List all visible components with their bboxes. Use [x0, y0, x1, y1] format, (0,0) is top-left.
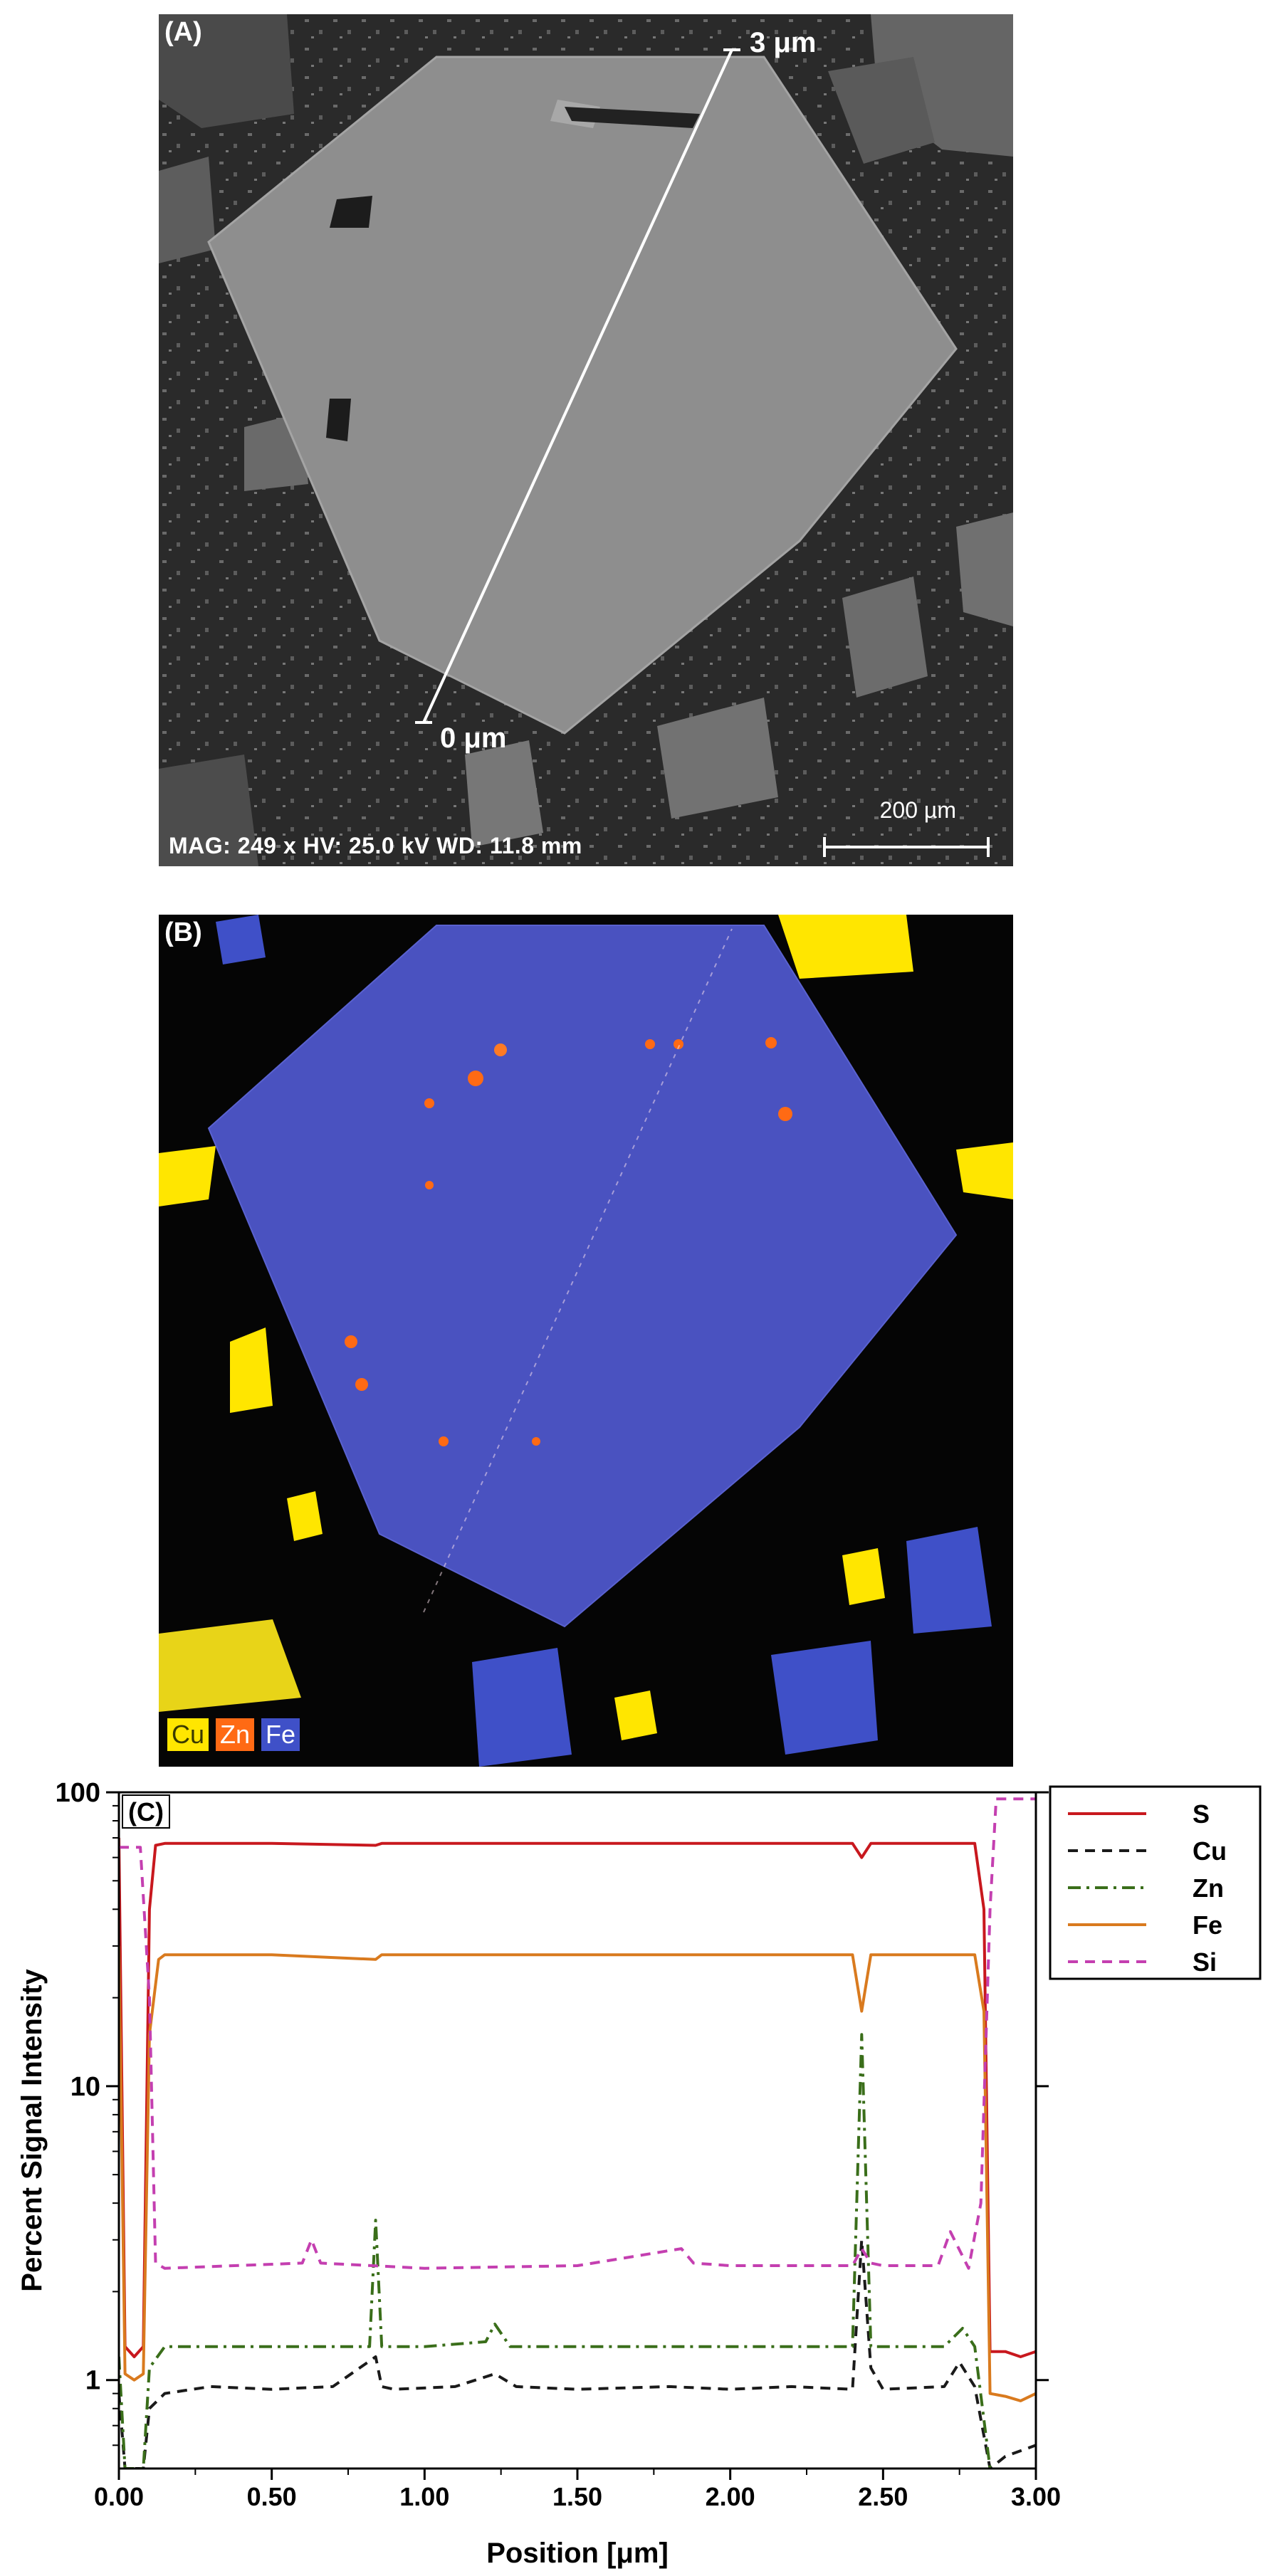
- zn-inclusion: [439, 1436, 449, 1446]
- cu-grain: [159, 1619, 301, 1712]
- x-tick-label: 0.50: [247, 2482, 297, 2511]
- fe-grain: [216, 915, 266, 964]
- zn-inclusion: [532, 1437, 540, 1446]
- hexagonal-crystal: [207, 56, 958, 735]
- legend-zn: Zn: [216, 1718, 255, 1751]
- cu-grain: [956, 1142, 1013, 1199]
- eds-map-panel: (B) Cu Zn Fe: [159, 915, 1013, 1767]
- pore: [330, 196, 372, 228]
- cu-grain: [159, 1146, 216, 1206]
- x-tick-label: 2.00: [706, 2482, 755, 2511]
- series-line-si: [119, 1797, 1036, 2270]
- x-tick-label: 3.00: [1011, 2482, 1061, 2511]
- cu-grain: [842, 1548, 885, 1605]
- fragment: [159, 14, 294, 128]
- legend-label-cu: Cu: [1193, 1836, 1227, 1866]
- y-tick-label: 100: [56, 1779, 100, 1808]
- y-tick-label: 10: [70, 2072, 100, 2102]
- series-line-cu: [119, 2238, 1036, 2469]
- cu-grain: [230, 1328, 273, 1413]
- fe-grain: [906, 1527, 992, 1634]
- fragment: [828, 57, 935, 164]
- zn-inclusion: [494, 1043, 507, 1056]
- y-tick-label: 1: [85, 2366, 100, 2396]
- legend-label-zn: Zn: [1193, 1873, 1224, 1903]
- legend-label-fe: Fe: [1193, 1910, 1222, 1940]
- eds-map-drawing: [159, 915, 1013, 1767]
- x-tick-label: 2.50: [858, 2482, 908, 2511]
- zn-inclusion: [674, 1039, 683, 1049]
- panel-c-label-box: [122, 1794, 170, 1829]
- legend-cu: Cu: [167, 1718, 209, 1751]
- panel-b-label: (B): [164, 918, 202, 947]
- cu-grain: [778, 915, 913, 979]
- zn-inclusion: [345, 1335, 357, 1348]
- x-tick-label: 0.00: [94, 2482, 144, 2511]
- plot-frame: [117, 1791, 1037, 2470]
- cu-grain: [614, 1691, 657, 1740]
- zn-inclusion: [355, 1378, 368, 1391]
- x-axis-label: Position [μm]: [486, 2538, 669, 2569]
- legend-frame: [1049, 1785, 1262, 1980]
- y-axis-label: Percent Signal Intensity: [16, 1969, 48, 2292]
- x-tick-label: 1.50: [552, 2482, 602, 2511]
- series-line-fe: [119, 1945, 1036, 2402]
- legend-label-si: Si: [1193, 1947, 1217, 1977]
- legend-fe: Fe: [261, 1718, 300, 1751]
- fe-grain: [771, 1641, 878, 1755]
- line-end-label: 3 μm: [750, 27, 817, 58]
- zn-inclusion: [424, 1098, 434, 1108]
- crack: [565, 107, 700, 128]
- chart-legend: S Cu Zn Fe Si: [1049, 1785, 1262, 1980]
- zn-inclusion: [778, 1107, 792, 1121]
- hexagonal-crystal-fe: [207, 925, 958, 1628]
- zn-inclusion: [765, 1037, 777, 1048]
- fragment: [159, 157, 216, 263]
- series-line-s: [119, 1837, 1036, 2358]
- legend-label-s: S: [1193, 1799, 1210, 1829]
- fragment: [657, 698, 778, 819]
- fragment: [956, 512, 1013, 626]
- zn-inclusion: [425, 1181, 434, 1189]
- line-scan: [422, 49, 733, 723]
- fragment: [159, 755, 258, 866]
- line-scan-chart: 0.00 0.50 1.00 1.50 2.00 2.50 3.00 1 10 100 (C) P…: [16, 1779, 1262, 2569]
- x-tick-label: 1.00: [399, 2482, 449, 2511]
- panel-c-label: (C): [128, 1797, 164, 1826]
- sem-image-drawing: [159, 14, 1013, 866]
- fe-grain: [472, 1648, 572, 1767]
- fragment: [842, 577, 928, 698]
- fragment: [465, 740, 543, 847]
- sem-image-panel: (A) 3 μm 0 μm 200 µm MAG: 249 x HV: 25.0…: [159, 14, 1013, 866]
- scale-bar-label: 200 µm: [879, 797, 956, 823]
- sem-info-bar: MAG: 249 x HV: 25.0 kV WD: 11.8 mm: [169, 833, 582, 858]
- pore: [326, 399, 351, 441]
- zn-inclusion: [468, 1071, 483, 1086]
- zn-inclusion: [645, 1039, 655, 1049]
- series-line-zn: [119, 2033, 992, 2469]
- cu-grain: [287, 1491, 323, 1541]
- element-legend: Cu Zn Fe: [167, 1718, 300, 1751]
- panel-a-label: (A): [164, 17, 202, 47]
- line-start-label: 0 μm: [440, 722, 507, 754]
